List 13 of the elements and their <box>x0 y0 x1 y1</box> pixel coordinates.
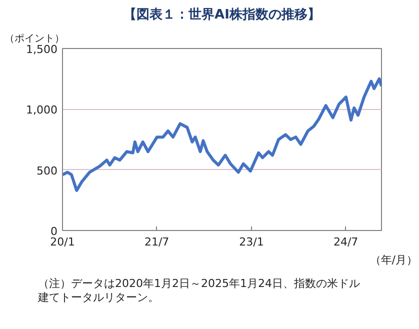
line-series <box>62 77 382 192</box>
y-tick-label: 0 <box>50 225 58 238</box>
y-tick-label: 500 <box>36 164 58 178</box>
x-axis-title: （年/月） <box>370 254 418 266</box>
y-tick-label: 1,000 <box>26 104 58 117</box>
y-axis-title: （ポイント） <box>4 34 64 44</box>
x-tick-label: 21/7 <box>144 236 170 248</box>
text: （注）データは2020年1月2日～2025年1月24日、指数の米ドル建てトータルリターン。 <box>38 277 361 306</box>
x-tick-label: 24/7 <box>333 236 358 248</box>
y-tick-label: 1,500 <box>26 43 58 56</box>
x-tick-label: 20/1 <box>50 236 75 248</box>
chart-title: 【図表１：世界AI株指数の推移】 <box>124 6 320 22</box>
x-tick-label: 23/1 <box>239 236 264 248</box>
